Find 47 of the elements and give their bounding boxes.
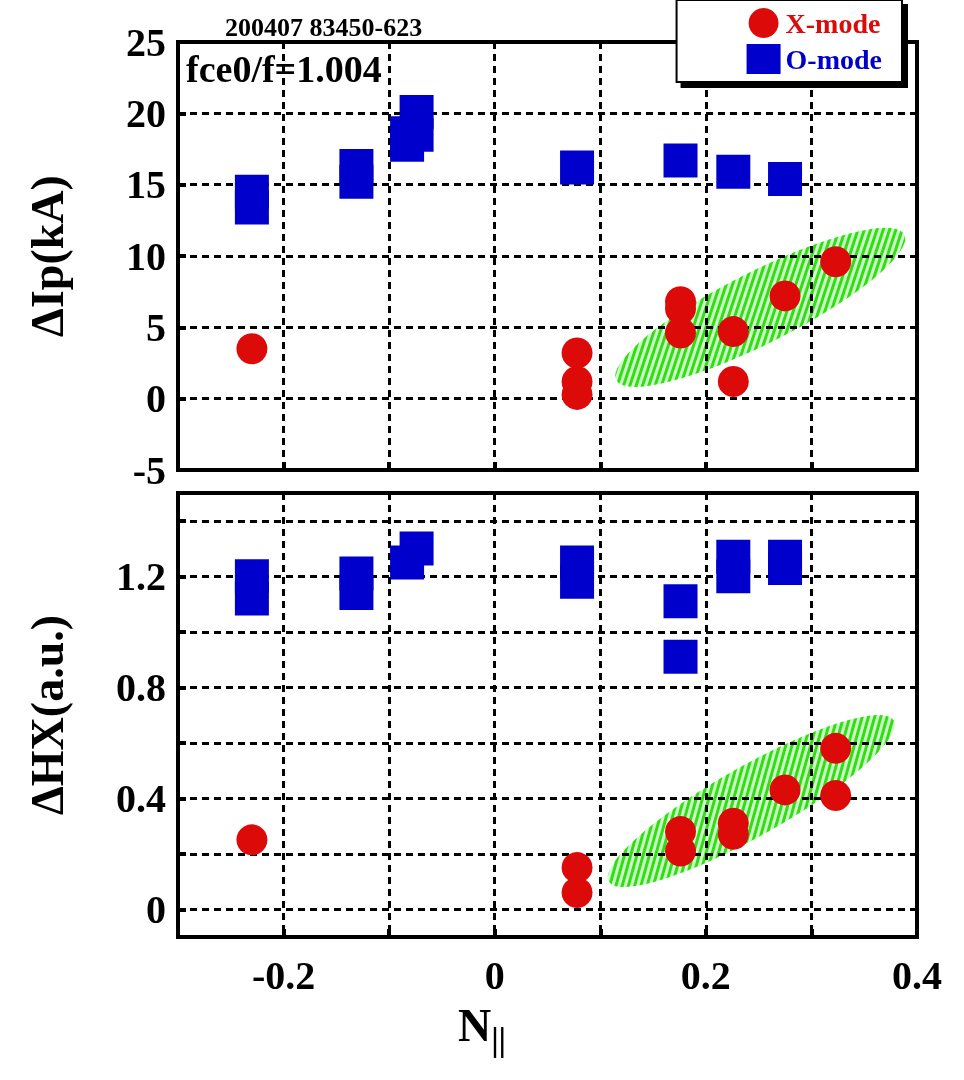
x-tick-label: 0.2 [680,952,731,998]
point [717,366,749,398]
y-tick-label: 0.4 [116,775,166,821]
y-tick-label: 15 [126,162,166,208]
point [717,316,749,348]
point [560,150,595,185]
point [663,584,698,619]
y-axis-title: ΔHX(a.u.) [21,614,73,816]
point [769,280,801,312]
x-tick-label: -0.2 [251,952,316,998]
legend-label: X-mode [785,7,881,39]
point [716,154,751,189]
y-tick-label: 0 [146,376,166,422]
y-tick-label: 10 [126,233,166,279]
annotation: fce0/f=1.004 [186,48,382,90]
point [236,333,268,365]
point [769,774,801,806]
point [339,164,374,199]
y-tick-label: 0.8 [116,664,166,710]
y-tick-label: -5 [132,447,166,493]
point [820,779,852,811]
point [339,575,374,610]
text: 200407 83450-623 [225,12,423,42]
x-tick-label: 0 [484,952,505,998]
x-tick-label: 0.4 [892,952,942,998]
point [561,337,593,369]
point [820,246,852,278]
y-tick-label: 5 [146,304,166,350]
point [234,190,269,225]
y-tick-label: 1.2 [116,553,166,599]
x-axis-title: N$_{||}$ [456,999,508,1060]
y-axis-title: ΔIp(kA) [21,175,73,337]
legend-label: O-mode [785,43,883,75]
point [663,639,698,674]
point [768,550,803,585]
y-tick-label: 20 [126,90,166,136]
point [820,732,852,764]
point [399,531,434,566]
y-tick-label: 25 [126,19,166,65]
y-tick-label: 0 [146,886,166,932]
point [561,877,593,909]
point [234,581,269,616]
point [560,564,595,599]
point [768,161,803,196]
point [663,143,698,178]
point [716,559,751,594]
point [236,824,268,856]
